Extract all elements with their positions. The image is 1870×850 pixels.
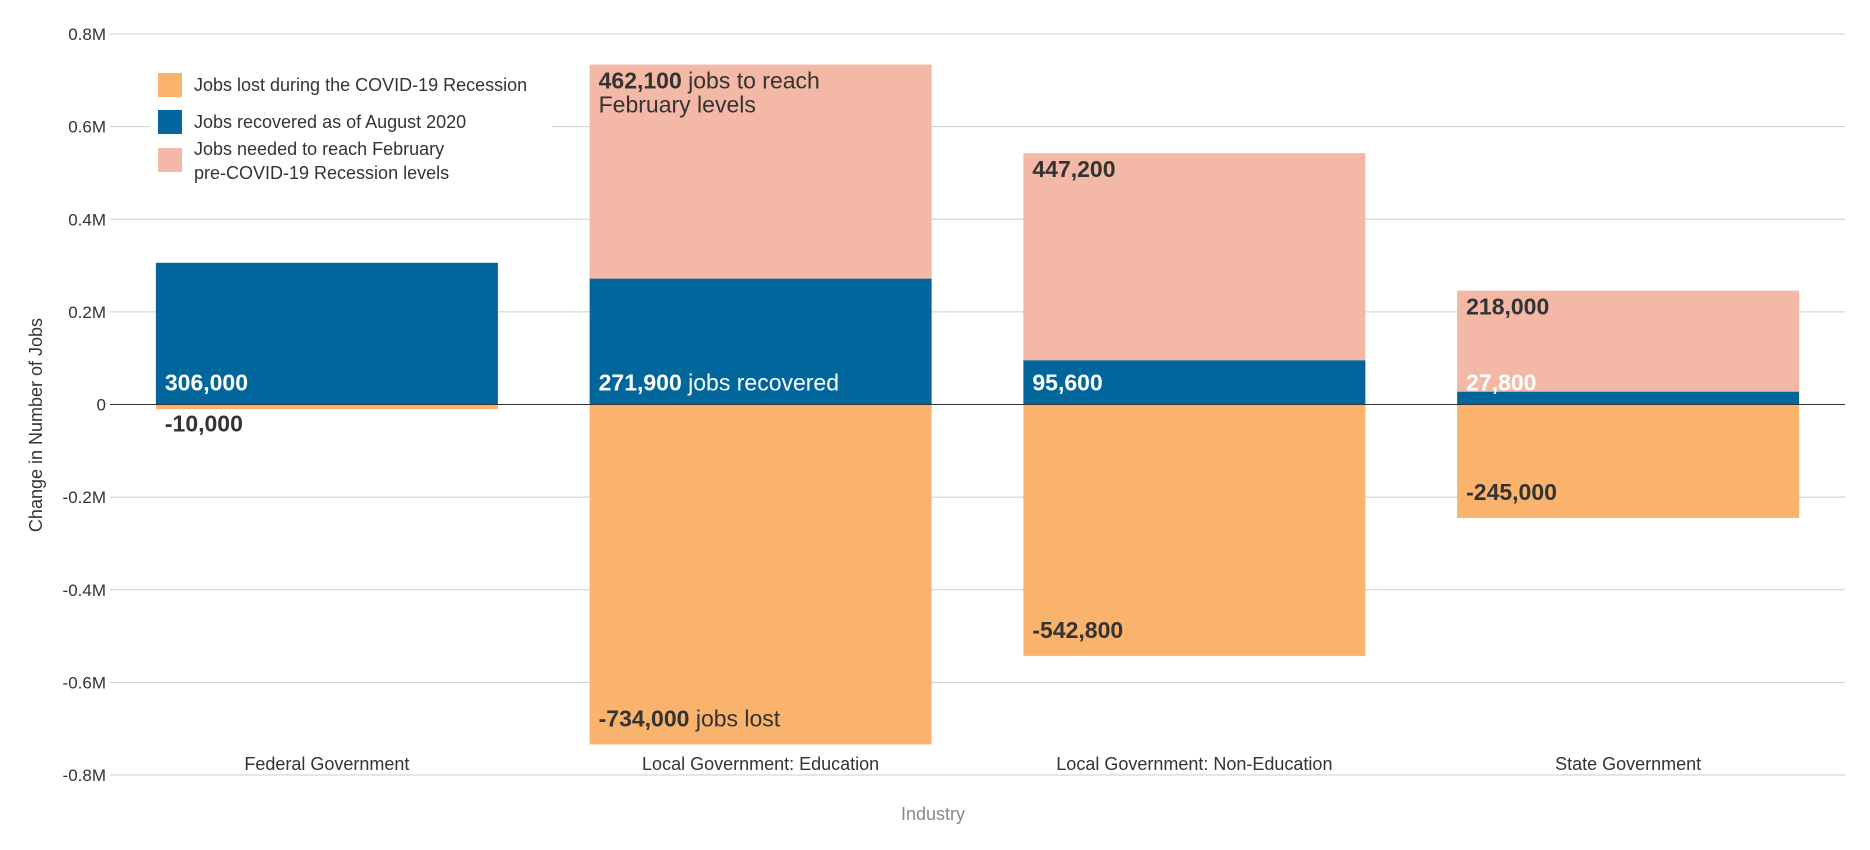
- bar-jobs-needed: [1023, 153, 1366, 361]
- legend-swatch: [158, 110, 182, 134]
- label-jobs-lost-value: -245,000: [1466, 479, 1557, 505]
- legend-swatch: [158, 148, 182, 172]
- bar-jobs-recovered: [155, 262, 498, 405]
- y-tick-label: 0.2M: [68, 303, 106, 322]
- label-jobs-lost: -245,000: [1466, 479, 1557, 505]
- label-jobs-lost: -10,000: [165, 411, 243, 437]
- y-axis-ticks: 0.8M 0.6M 0.4M 0.2M 0 -0.2M -0.4M -0.6M -0.8M: [63, 25, 106, 785]
- label-jobs-lost: -734,000 jobs lost: [599, 705, 781, 731]
- legend-label: pre-COVID-19 Recession levels: [194, 163, 449, 183]
- bar-jobs-recovered: [589, 278, 932, 405]
- label-jobs-lost: -542,800: [1032, 617, 1123, 643]
- category-label: Local Government: Education: [642, 754, 879, 774]
- label-jobs-needed-line2: February levels: [599, 92, 756, 118]
- y-tick-label: 0: [97, 396, 106, 415]
- category-label: Local Government: Non-Education: [1056, 754, 1332, 774]
- y-tick-label: -0.4M: [63, 581, 106, 600]
- bar-jobs-needed: [1457, 290, 1800, 392]
- legend-label: Jobs lost during the COVID-19 Recession: [194, 75, 527, 95]
- y-tick-label: 0.8M: [68, 25, 106, 44]
- category-label: Federal Government: [244, 754, 409, 774]
- y-tick-label: -0.8M: [63, 766, 106, 785]
- label-jobs-recovered-suffix: jobs recovered: [682, 370, 839, 396]
- y-axis-label: Change in Number of Jobs: [26, 318, 46, 532]
- label-jobs-recovered: 95,600: [1032, 370, 1102, 396]
- label-jobs-lost-value: -542,800: [1032, 617, 1123, 643]
- label-jobs-recovered-value: 95,600: [1032, 370, 1102, 396]
- label-jobs-recovered: 271,900 jobs recovered: [599, 370, 839, 396]
- label-jobs-needed-value: 447,200: [1032, 156, 1115, 182]
- legend: Jobs lost during the COVID-19 Recession J…: [150, 62, 552, 198]
- category-label: State Government: [1555, 754, 1701, 774]
- x-axis-categories: Federal Government Local Government: Educ…: [244, 754, 1701, 774]
- y-tick-label: -0.2M: [63, 488, 106, 507]
- bar-jobs-recovered: [1023, 360, 1366, 405]
- label-jobs-needed: 447,200: [1032, 156, 1115, 182]
- label-jobs-lost-suffix: jobs lost: [689, 705, 780, 731]
- x-axis-label: Industry: [901, 804, 965, 824]
- label-jobs-needed-value: 462,100: [599, 68, 682, 94]
- label-jobs-lost-value: -734,000: [599, 705, 690, 731]
- bar-jobs-lost: [1023, 404, 1366, 656]
- data-labels: 306,000 -10,000 271,900 jobs recovered -734…: [165, 68, 1557, 732]
- y-tick-label: 0.6M: [68, 118, 106, 137]
- label-jobs-needed-value: 218,000: [1466, 294, 1549, 320]
- bar-jobs-lost: [155, 404, 498, 410]
- label-jobs-recovered-value: 27,800: [1466, 370, 1536, 396]
- label-jobs-needed: 462,100 jobs to reach: [599, 68, 820, 94]
- y-tick-label: 0.4M: [68, 210, 106, 229]
- bar-jobs-needed: [589, 64, 932, 279]
- legend-swatch: [158, 73, 182, 97]
- bar-jobs-lost: [589, 404, 932, 745]
- label-jobs-needed-suffix: jobs to reach: [682, 68, 820, 94]
- legend-background: [150, 62, 552, 198]
- bar-jobs-recovered: [1457, 391, 1800, 405]
- label-jobs-recovered-value: 306,000: [165, 370, 248, 396]
- legend-label: Jobs recovered as of August 2020: [194, 112, 466, 132]
- legend-label: Jobs needed to reach February: [194, 139, 444, 159]
- label-jobs-recovered-value: 271,900: [599, 370, 682, 396]
- label-jobs-recovered: 306,000: [165, 370, 248, 396]
- label-jobs-lost-value: -10,000: [165, 411, 243, 437]
- bars: [155, 64, 1800, 745]
- bar-jobs-lost: [1457, 404, 1800, 518]
- y-tick-label: -0.6M: [63, 673, 106, 692]
- label-jobs-recovered: 27,800: [1466, 370, 1536, 396]
- label-jobs-needed: 218,000: [1466, 294, 1549, 320]
